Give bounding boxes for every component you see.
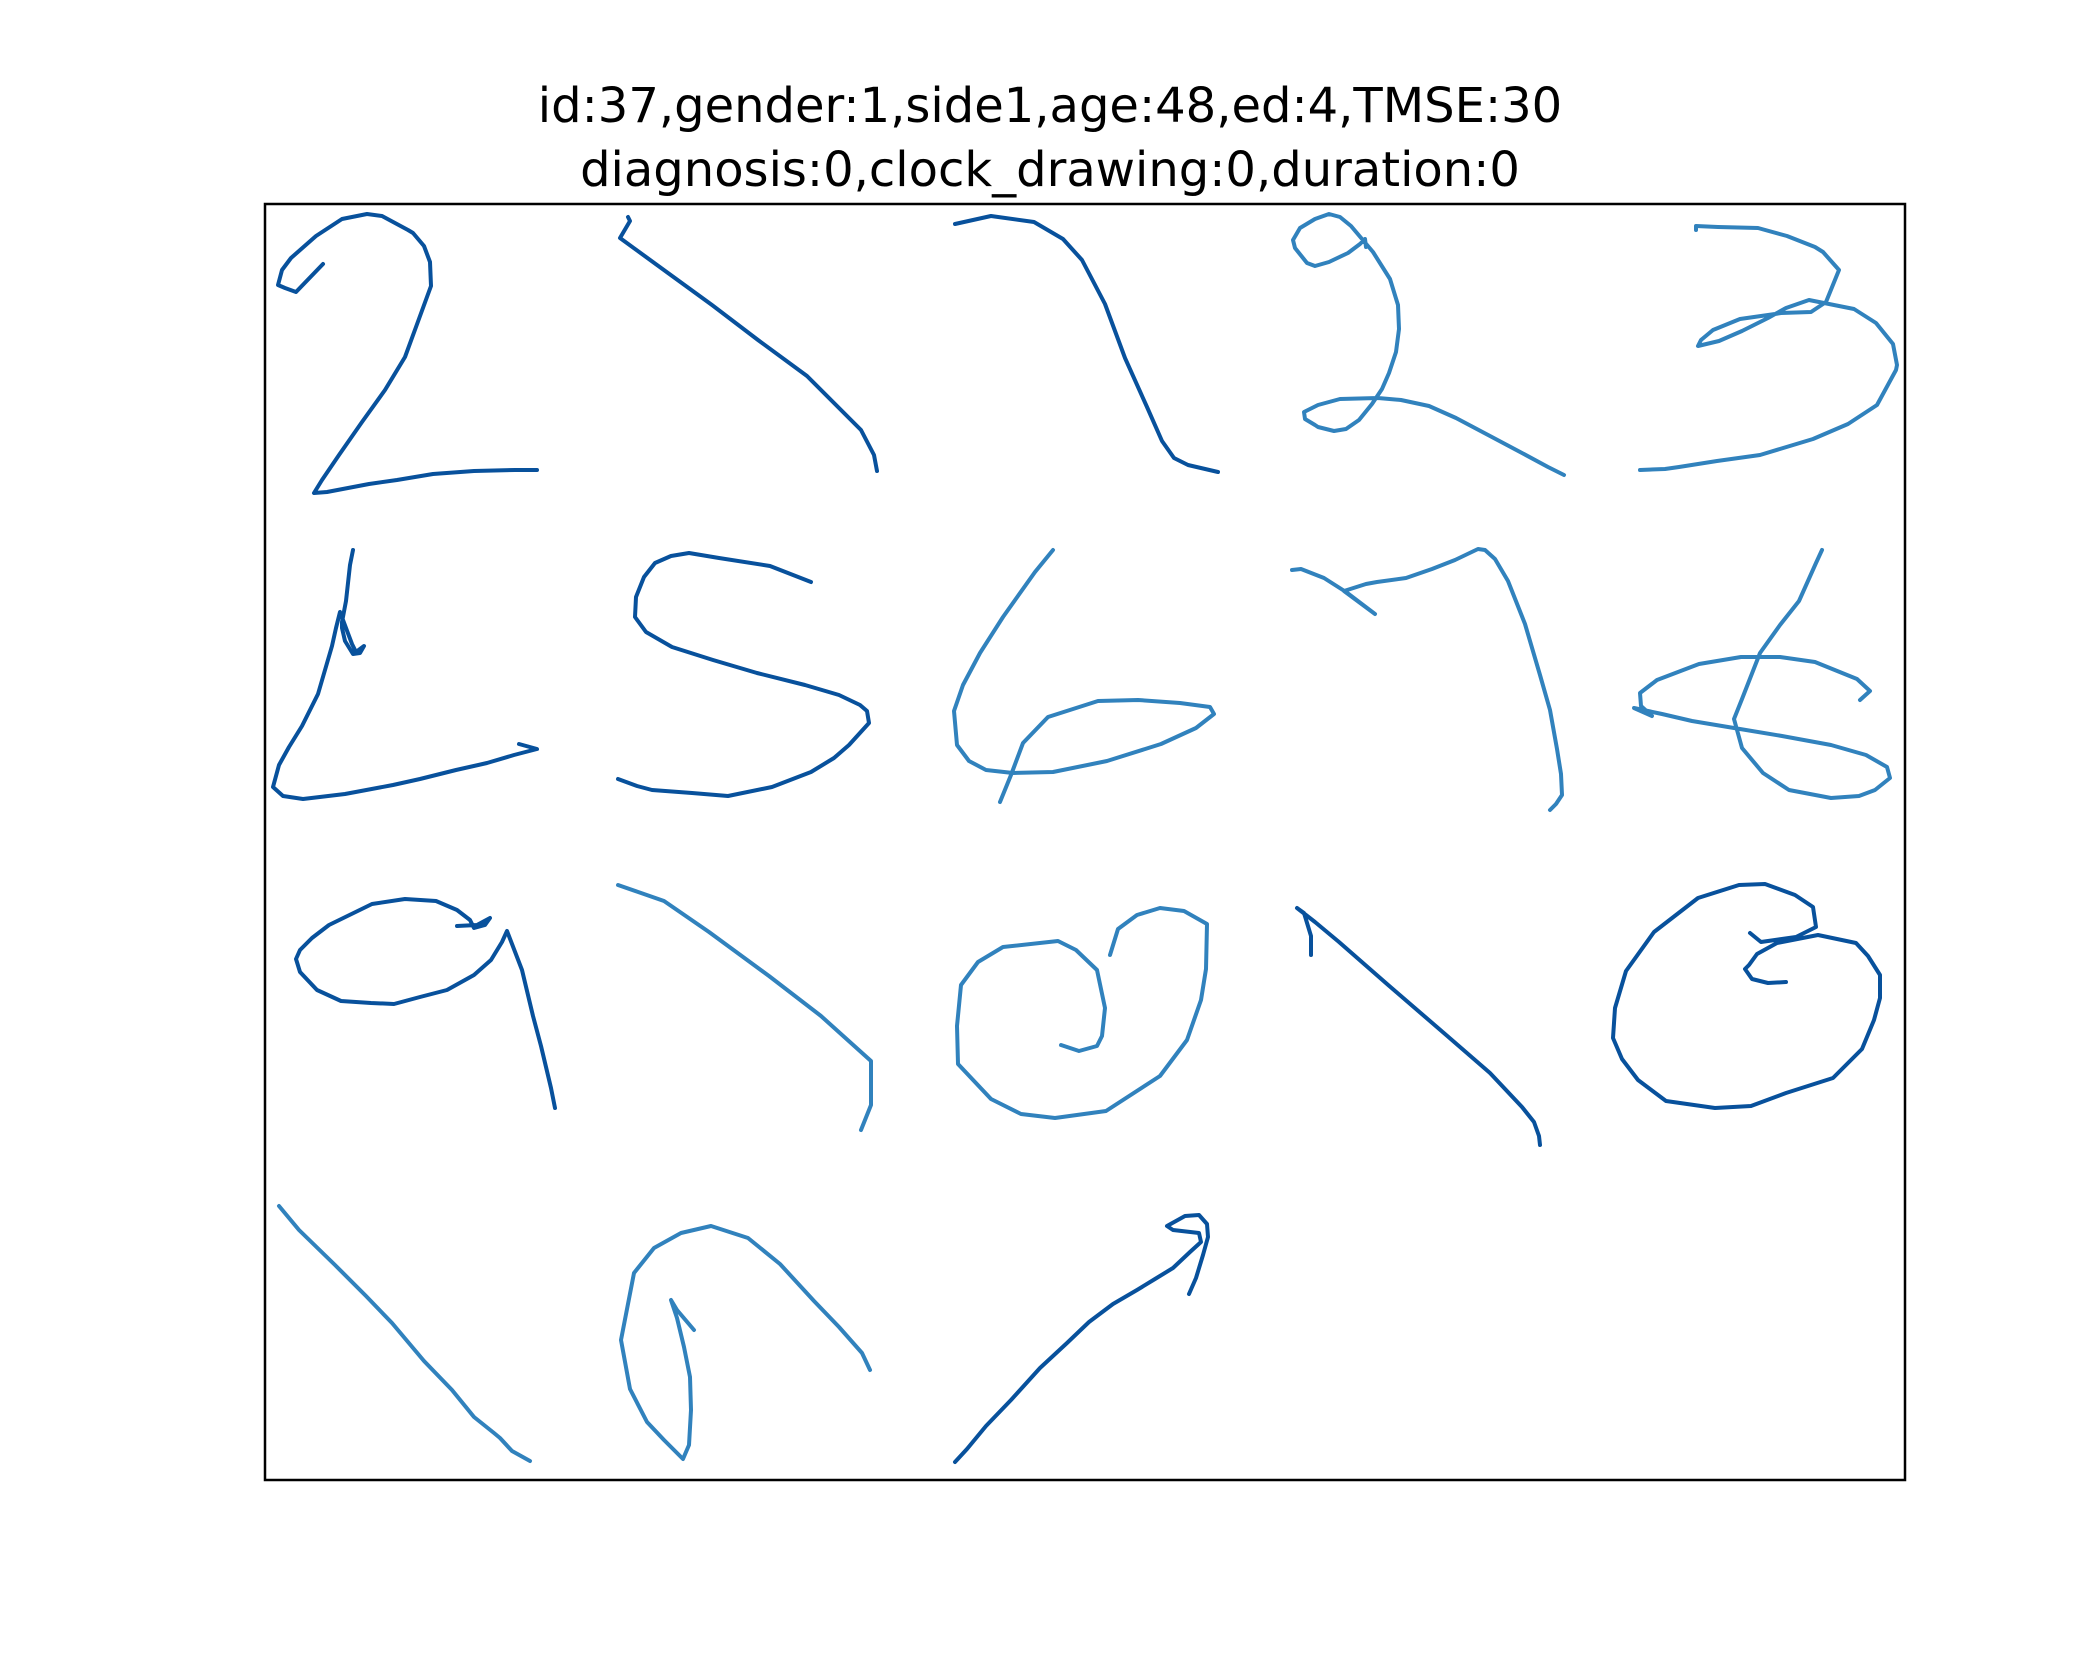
stroke-digit-0-spiral bbox=[955, 906, 1209, 1120]
title-line-1: id:37,gender:1,side1,age:48,ed:4,TMSE:30 bbox=[537, 78, 1563, 134]
stroke-group bbox=[271, 212, 1899, 1464]
stroke-digit-4 bbox=[271, 548, 539, 801]
figure-title: id:37,gender:1,side1,age:48,ed:4,TMSE:30… bbox=[0, 74, 2100, 202]
stroke-digit-6 bbox=[952, 548, 1216, 804]
stroke-hook-stroke bbox=[953, 1213, 1210, 1464]
stroke-digit-5 bbox=[616, 551, 871, 798]
stroke-digit-2-loop bbox=[1291, 212, 1566, 477]
stroke-digit-0-round bbox=[1611, 882, 1882, 1110]
stroke-digit-n-loop bbox=[619, 1224, 872, 1461]
stroke-diagonal-stroke bbox=[277, 1204, 532, 1463]
stroke-digit-2 bbox=[276, 212, 539, 495]
stroke-digit-1-slanted bbox=[616, 883, 873, 1132]
stroke-digit-7 bbox=[953, 214, 1220, 474]
title-line-2: diagnosis:0,clock_drawing:0,duration:0 bbox=[580, 142, 1520, 198]
stroke-digit-7-hooked bbox=[1290, 547, 1564, 812]
stroke-digit-1 bbox=[618, 215, 879, 473]
stroke-digit-6-crossed bbox=[1632, 548, 1892, 800]
stroke-digit-1-long bbox=[1295, 906, 1542, 1147]
plot-frame bbox=[263, 202, 1907, 1482]
stroke-digit-9 bbox=[294, 897, 557, 1110]
stroke-digit-3 bbox=[1638, 224, 1899, 472]
